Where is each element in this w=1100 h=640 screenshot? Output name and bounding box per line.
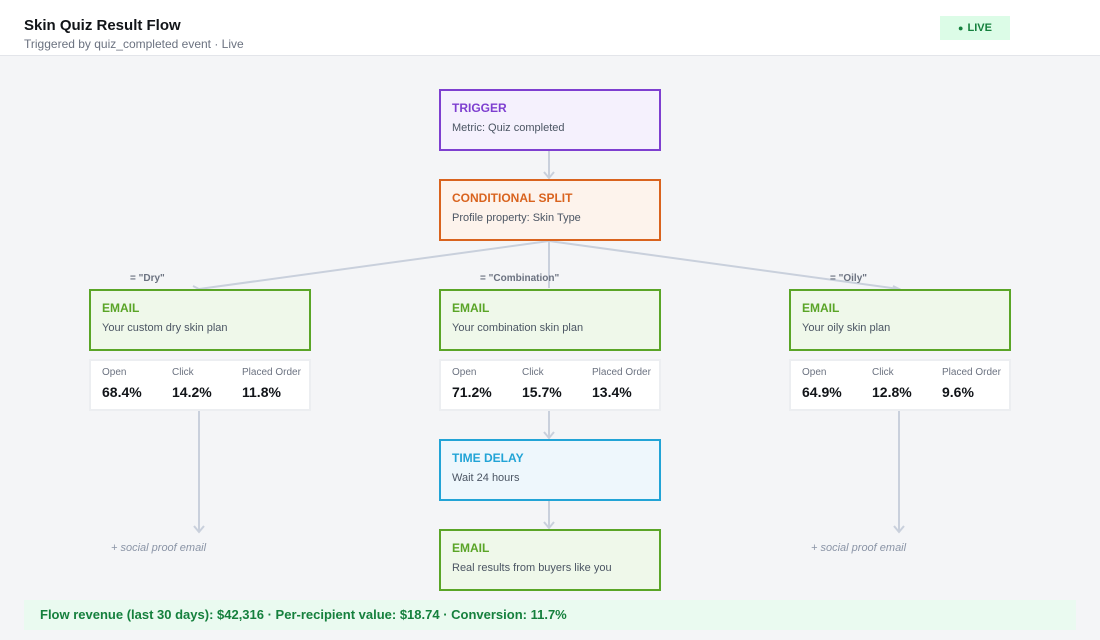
branch-label-oily: = "Oily" (830, 273, 867, 284)
metric-value: 64.9% (802, 384, 842, 400)
metric-placed-order: Placed Order 11.8% (242, 367, 301, 400)
metric-label: Placed Order (592, 367, 651, 378)
metric-value: 15.7% (522, 384, 562, 400)
metrics-card-combination: Open 71.2% Click 15.7% Placed Order 13.4… (439, 359, 661, 411)
metric-label: Click (522, 367, 544, 378)
metric-placed-order: Placed Order 13.4% (592, 367, 651, 400)
followup-note-oily: + social proof email (811, 542, 907, 554)
connector-arrow-email2 (543, 521, 555, 530)
node-description: Your custom dry skin plan (102, 322, 228, 334)
branch-label-combination: = "Combination" (480, 273, 560, 284)
metrics-card-oily: Open 64.9% Click 12.8% Placed Order 9.6% (789, 359, 1011, 411)
node-type-label: CONDITIONAL SPLIT (452, 191, 573, 205)
metric-open: Open 71.2% (452, 367, 492, 400)
live-status-label: LIVE (967, 22, 992, 34)
metric-value: 71.2% (452, 384, 492, 400)
metric-value: 9.6% (942, 384, 974, 400)
metric-click: Click 15.7% (522, 367, 562, 400)
connector-arrow-dry-followup (193, 525, 205, 534)
live-dot-icon: ● (958, 22, 964, 33)
metric-open: Open 68.4% (102, 367, 142, 400)
metric-click: Click 14.2% (172, 367, 212, 400)
node-description: Your combination skin plan (452, 322, 584, 334)
node-type-label: EMAIL (452, 301, 490, 315)
metric-value: 14.2% (172, 384, 212, 400)
metric-open: Open 64.9% (802, 367, 842, 400)
metric-value: 68.4% (102, 384, 142, 400)
node-description: Metric: Quiz completed (452, 122, 565, 134)
node-type-label: EMAIL (452, 541, 490, 555)
metric-label: Open (102, 367, 127, 378)
metric-label: Click (172, 367, 194, 378)
email-node-oily[interactable]: EMAIL Your oily skin plan (789, 289, 1011, 351)
email-node-social-proof[interactable]: EMAIL Real results from buyers like you (439, 529, 661, 591)
metric-label: Open (802, 367, 827, 378)
metric-click: Click 12.8% (872, 367, 912, 400)
trigger-node[interactable]: TRIGGER Metric: Quiz completed (439, 89, 661, 151)
metric-label: Click (872, 367, 894, 378)
node-description: Profile property: Skin Type (452, 212, 581, 224)
branch-label-dry: = "Dry" (130, 273, 165, 284)
node-type-label: EMAIL (802, 301, 840, 315)
page-subtitle: Triggered by quiz_completed event · Live (24, 37, 244, 51)
conditional-split-node[interactable]: CONDITIONAL SPLIT Profile property: Skin… (439, 179, 661, 241)
connector-arrow-delay (543, 431, 555, 440)
time-delay-node[interactable]: TIME DELAY Wait 24 hours (439, 439, 661, 501)
metric-value: 12.8% (872, 384, 912, 400)
followup-note-dry: + social proof email (111, 542, 207, 554)
email-node-combination[interactable]: EMAIL Your combination skin plan (439, 289, 661, 351)
node-description: Wait 24 hours (452, 472, 520, 484)
connector-arrow-split (543, 171, 555, 180)
page-title: Skin Quiz Result Flow (24, 17, 181, 34)
metric-label: Placed Order (242, 367, 301, 378)
connector-arrow-oily-followup (893, 525, 905, 534)
email-node-dry[interactable]: EMAIL Your custom dry skin plan (89, 289, 311, 351)
node-type-label: EMAIL (102, 301, 140, 315)
live-status-badge: ● LIVE (940, 16, 1010, 40)
metric-label: Open (452, 367, 477, 378)
node-description: Real results from buyers like you (452, 562, 612, 574)
node-type-label: TRIGGER (452, 101, 507, 115)
node-description: Your oily skin plan (802, 322, 891, 334)
flow-header: Skin Quiz Result Flow Triggered by quiz_… (0, 0, 1100, 56)
metrics-card-dry: Open 68.4% Click 14.2% Placed Order 11.8… (89, 359, 311, 411)
metric-label: Placed Order (942, 367, 1001, 378)
metric-value: 13.4% (592, 384, 632, 400)
metric-placed-order: Placed Order 9.6% (942, 367, 1001, 400)
metric-value: 11.8% (242, 384, 281, 400)
node-type-label: TIME DELAY (452, 451, 524, 465)
flow-summary-bar: Flow revenue (last 30 days): $42,316 · P… (24, 600, 1076, 630)
